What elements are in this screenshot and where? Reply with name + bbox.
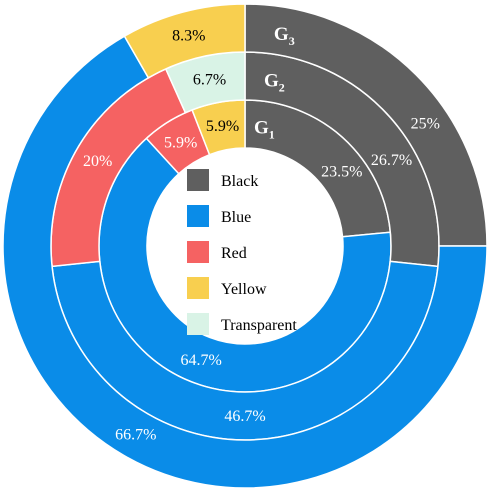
ring-g1-label-blue: 64.7%: [180, 352, 221, 369]
ring-g2-label-red: 20%: [83, 153, 112, 170]
ring-g1-label-black: 23.5%: [321, 164, 362, 181]
legend: Black Blue Red Yellow Transparent: [187, 169, 297, 335]
legend-label-transparent: Transparent: [221, 317, 297, 334]
legend-label-red: Red: [221, 245, 247, 262]
ring-g2-label-blue: 46.7%: [224, 408, 265, 425]
legend-swatch-yellow: [187, 277, 209, 299]
ring-g3-label-yellow: 8.3%: [172, 27, 205, 44]
ring-g1-label-yellow: 5.9%: [206, 118, 239, 135]
legend-label-blue: Blue: [221, 209, 251, 226]
ring-g3-label-blue: 66.7%: [115, 427, 156, 444]
donut-rings: 23.5% 64.7% 5.9% 5.9% 26.7% 46.7% 20% 6.7% 25% 66…: [2, 3, 488, 489]
legend-label-black: Black: [221, 173, 258, 190]
legend-swatch-blue: [187, 205, 209, 227]
legend-swatch-transparent: [187, 313, 209, 335]
legend-label-yellow: Yellow: [221, 281, 267, 298]
legend-swatch-red: [187, 241, 209, 263]
ring-g2-label-transparent: 6.7%: [193, 72, 226, 89]
ring-g3-slice-yellow: [123, 3, 246, 79]
ring-g3-slice-blue: [2, 35, 488, 489]
ring-g2-label-black: 26.7%: [371, 152, 412, 169]
ring-g1-label-red: 5.9%: [164, 134, 197, 151]
legend-swatch-black: [187, 169, 209, 191]
ring-g3-label-black: 25%: [411, 115, 440, 132]
